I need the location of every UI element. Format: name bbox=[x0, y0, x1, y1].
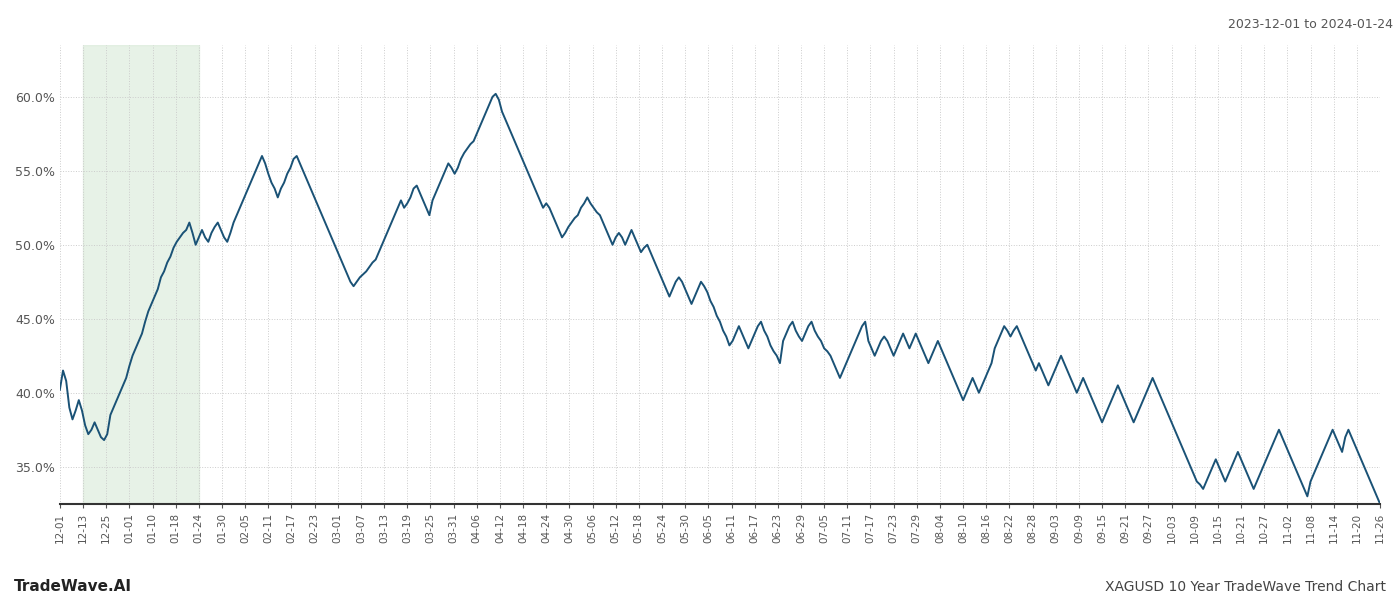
Text: 2023-12-01 to 2024-01-24: 2023-12-01 to 2024-01-24 bbox=[1228, 18, 1393, 31]
Text: TradeWave.AI: TradeWave.AI bbox=[14, 579, 132, 594]
Bar bbox=[83, 45, 199, 504]
Text: XAGUSD 10 Year TradeWave Trend Chart: XAGUSD 10 Year TradeWave Trend Chart bbox=[1105, 580, 1386, 594]
